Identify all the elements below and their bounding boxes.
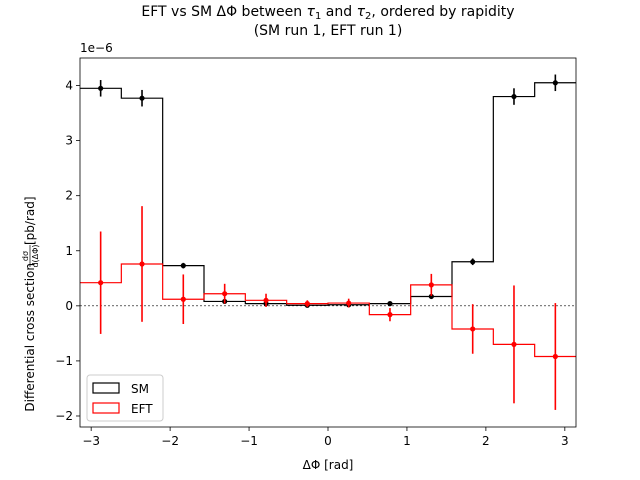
y-tick-label: −2 [55,409,73,423]
x-tick-label: −2 [161,434,179,448]
eft-point [470,326,476,332]
y-tick-label: 2 [65,189,73,203]
chart-title-line1: EFT vs SM ΔΦ between τ1 and τ2, ordered … [141,4,514,22]
sm-step-line [80,82,576,306]
y-tick-label: −1 [55,354,73,368]
x-tick-label: 1 [403,434,411,448]
legend-swatch-sm [92,382,120,394]
x-tick-label: −3 [82,434,100,448]
sm-point [511,93,517,100]
y-tick-label: 0 [65,299,73,313]
x-tick-label: 0 [324,434,332,448]
legend-frame [86,374,164,422]
legend-label-eft: EFT [131,402,153,416]
eft-point [263,297,269,303]
eft-point [222,291,228,297]
legend-label-sm: SM [131,382,149,396]
plot-frame [79,57,577,428]
x-tick-label: −1 [240,434,258,448]
sm-point [98,85,104,91]
legend: SM EFT [86,374,164,422]
y-axis-label-frac-den: d(ΔΦ) [31,244,40,267]
legend-swatch-eft [92,402,120,414]
eft-point [428,282,434,288]
sm-point [470,259,476,265]
y-tick-label: 1 [65,244,73,258]
eft-point [552,353,558,360]
sm-point [552,80,558,86]
eft-point [139,261,145,267]
y-axis-label-suffix: [pb/rad] [23,196,37,245]
chart-title-line2: (SM run 1, EFT run 1) [254,23,403,39]
sm-point [180,263,186,269]
x-tick-label: 2 [482,434,490,448]
eft-point [304,301,310,307]
y-offset-label: 1e−6 [80,41,113,55]
y-tick-label: 4 [65,79,73,93]
sm-point [139,95,145,101]
sm-point [387,301,393,307]
y-axis-label-frac-num: dσ [21,251,30,261]
eft-step-line [80,263,576,358]
eft-point [180,296,186,302]
plot-area: −3 −2 −1 0 1 2 3 −2 −1 0 1 2 3 4 [55,57,577,448]
y-axis-label: Differential cross section dσ d(ΔΦ) [pb/… [21,196,40,411]
x-tick-label: 3 [561,434,569,448]
sm-point [428,293,434,300]
eft-point [511,341,517,347]
eft-point [346,300,352,306]
eft-point [387,312,393,318]
eft-point [98,280,104,286]
y-axis-label-prefix: Differential cross section [23,263,37,412]
x-axis-label: ΔΦ [rad] [303,458,354,472]
y-tick-label: 3 [65,134,73,148]
